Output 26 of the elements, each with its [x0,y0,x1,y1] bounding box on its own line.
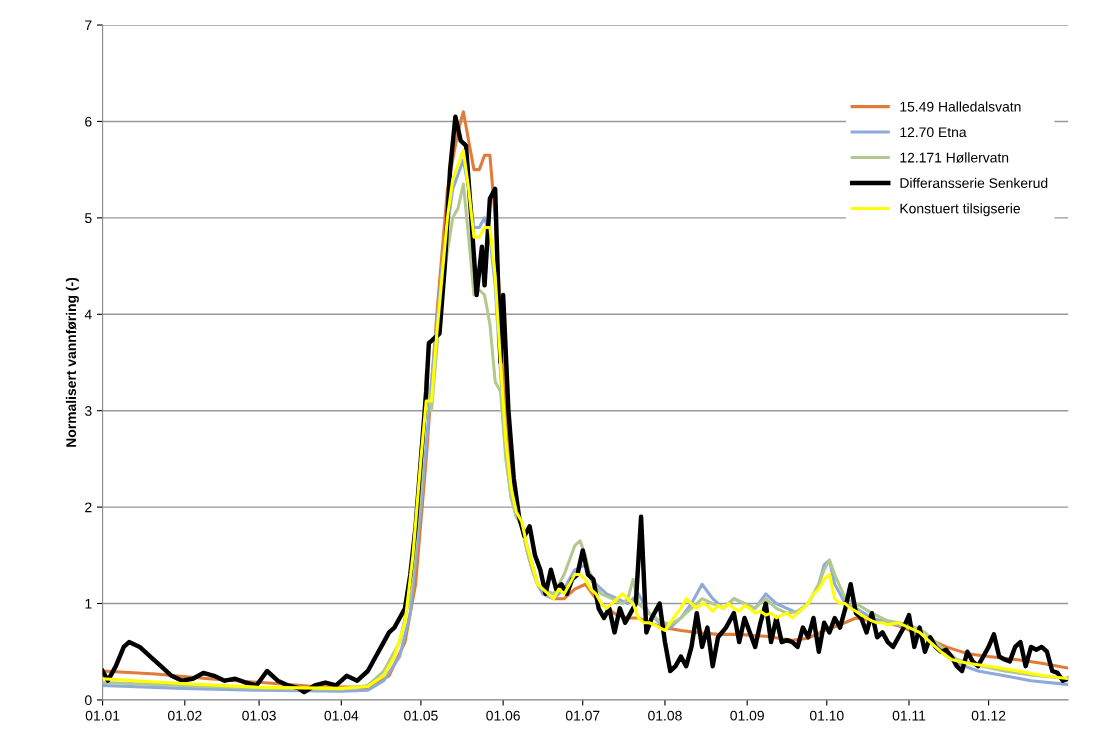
x-tick-label: 01.08 [648,710,682,721]
y-axis-title: Normalisert vannføring (-) [65,277,79,447]
x-tick-label: 01.06 [486,710,520,721]
x-tick-label: 01.09 [730,710,764,721]
legend-label: Differansserie Senkerud [900,177,1048,188]
y-tick-label: 2 [85,502,92,513]
x-tick-label: 01.07 [565,710,600,721]
x-tick-label: 01.01 [85,710,120,721]
y-tick-label: 6 [85,116,92,127]
x-tick-label: 01.04 [324,710,359,721]
legend-label: 12.70 Etna [900,127,967,138]
x-tick-label: 01.10 [809,710,844,721]
y-tick-label: 0 [84,695,92,706]
x-tick-label: 01.12 [971,710,1006,721]
legend-label: 12.171 Høllervatn [900,152,1009,163]
x-tick-label: 01.03 [242,710,276,721]
y-tick-label: 7 [85,20,92,31]
y-tick-label: 4 [84,309,92,320]
x-tick-label: 01.11 [892,710,926,721]
x-tick-label: 01.02 [167,710,202,721]
legend-label: Konstuert tilsigserie [900,203,1020,217]
x-tick-label: 01.05 [404,710,438,721]
y-tick-label: 5 [85,213,92,224]
legend-label: 15.49 Halledalsvatn [900,101,1021,112]
y-tick-label: 1 [85,599,92,609]
y-tick-label: 3 [84,406,92,416]
